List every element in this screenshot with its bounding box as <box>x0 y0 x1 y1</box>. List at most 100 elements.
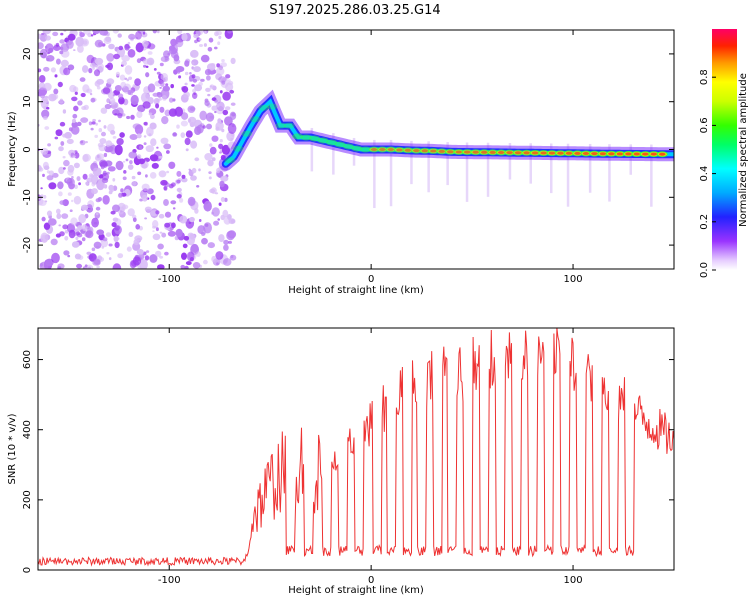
noise-speckle <box>81 224 88 232</box>
noise-speckle <box>92 67 95 70</box>
noise-speckle <box>207 242 215 249</box>
noise-speckle <box>54 74 58 78</box>
noise-speckle <box>75 231 81 236</box>
noise-speckle <box>130 94 139 106</box>
noise-speckle <box>208 171 212 175</box>
noise-speckle <box>126 78 130 82</box>
noise-speckle <box>219 139 223 143</box>
noise-speckle <box>103 152 108 158</box>
noise-speckle <box>118 45 124 51</box>
noise-speckle <box>79 77 86 82</box>
noise-speckle <box>189 106 196 111</box>
spectral-smear <box>650 144 653 207</box>
noise-speckle <box>176 194 182 199</box>
noise-speckle <box>76 263 83 269</box>
noise-speckle <box>203 222 213 234</box>
noise-speckle <box>228 80 234 86</box>
signal-blob <box>360 146 371 153</box>
noise-speckle <box>152 92 159 97</box>
noise-speckle <box>101 172 110 181</box>
noise-speckle <box>81 204 89 211</box>
signal-blob-peak <box>455 150 462 154</box>
noise-speckle <box>204 100 210 107</box>
noise-speckle <box>67 33 76 41</box>
noise-speckle <box>218 234 225 243</box>
noise-speckle <box>73 105 79 112</box>
noise-speckle <box>100 166 105 170</box>
noise-speckle <box>219 180 225 188</box>
noise-speckle <box>112 94 116 97</box>
noise-speckle <box>145 72 150 78</box>
noise-speckle <box>142 31 146 35</box>
noise-speckle <box>145 145 154 153</box>
noise-speckle <box>177 30 183 35</box>
noise-speckle <box>106 98 111 104</box>
noise-speckle <box>112 30 119 34</box>
noise-speckle <box>100 107 108 114</box>
noise-speckle <box>165 83 169 87</box>
noise-speckle <box>213 220 220 226</box>
noise-speckle <box>215 104 220 108</box>
noise-speckle <box>40 232 49 243</box>
noise-speckle <box>224 116 233 126</box>
noise-speckle <box>219 90 223 94</box>
y-tick-label: 0 <box>22 146 33 152</box>
noise-speckle <box>57 81 63 88</box>
noise-speckle <box>142 40 149 48</box>
noise-speckle <box>211 207 220 217</box>
signal-blob <box>283 122 295 129</box>
noise-speckle <box>171 222 176 229</box>
noise-speckle <box>192 92 198 99</box>
noise-speckle <box>118 93 124 99</box>
signal-blob-peak <box>489 150 496 154</box>
noise-speckle <box>70 125 80 135</box>
noise-speckle <box>218 143 224 149</box>
noise-speckle <box>75 36 84 47</box>
noise-speckle <box>176 124 180 129</box>
y-tick-label: 600 <box>22 350 33 369</box>
noise-speckle <box>129 134 138 140</box>
noise-speckle <box>170 84 174 89</box>
noise-speckle <box>143 64 147 68</box>
noise-speckle <box>230 102 236 106</box>
noise-speckle <box>222 91 231 101</box>
noise-speckle <box>189 79 192 82</box>
noise-speckle <box>183 91 190 98</box>
noise-speckle <box>220 175 229 182</box>
noise-speckle <box>88 173 94 179</box>
noise-speckle <box>218 76 227 83</box>
noise-speckle <box>214 99 218 103</box>
snr-series-line <box>38 328 674 567</box>
noise-speckle <box>217 41 221 45</box>
noise-speckle <box>136 249 144 255</box>
noise-speckle <box>66 223 75 233</box>
noise-speckle <box>126 246 132 252</box>
noise-speckle <box>157 264 165 269</box>
noise-speckle <box>164 251 169 256</box>
spectrogram-noise-layer <box>38 30 237 269</box>
noise-speckle <box>209 143 213 147</box>
noise-speckle <box>184 82 188 86</box>
noise-speckle <box>108 257 112 261</box>
noise-speckle <box>136 58 142 64</box>
noise-speckle <box>50 238 58 246</box>
noise-speckle <box>130 87 136 93</box>
noise-speckle <box>178 35 183 40</box>
noise-speckle <box>143 142 147 146</box>
noise-speckle <box>105 232 112 238</box>
noise-speckle <box>217 118 222 124</box>
noise-speckle <box>122 160 126 163</box>
noise-speckle <box>57 181 64 190</box>
signal-blob-peak <box>498 151 505 154</box>
noise-speckle <box>180 120 188 127</box>
noise-speckle <box>145 174 148 178</box>
signal-blob-peak <box>642 152 649 156</box>
noise-speckle <box>106 78 115 85</box>
noise-speckle <box>73 49 76 51</box>
noise-speckle <box>199 110 207 121</box>
spectral-smear <box>608 144 611 202</box>
noise-speckle <box>73 195 82 205</box>
noise-speckle <box>134 78 142 86</box>
noise-speckle <box>147 43 156 50</box>
noise-speckle <box>63 250 70 256</box>
